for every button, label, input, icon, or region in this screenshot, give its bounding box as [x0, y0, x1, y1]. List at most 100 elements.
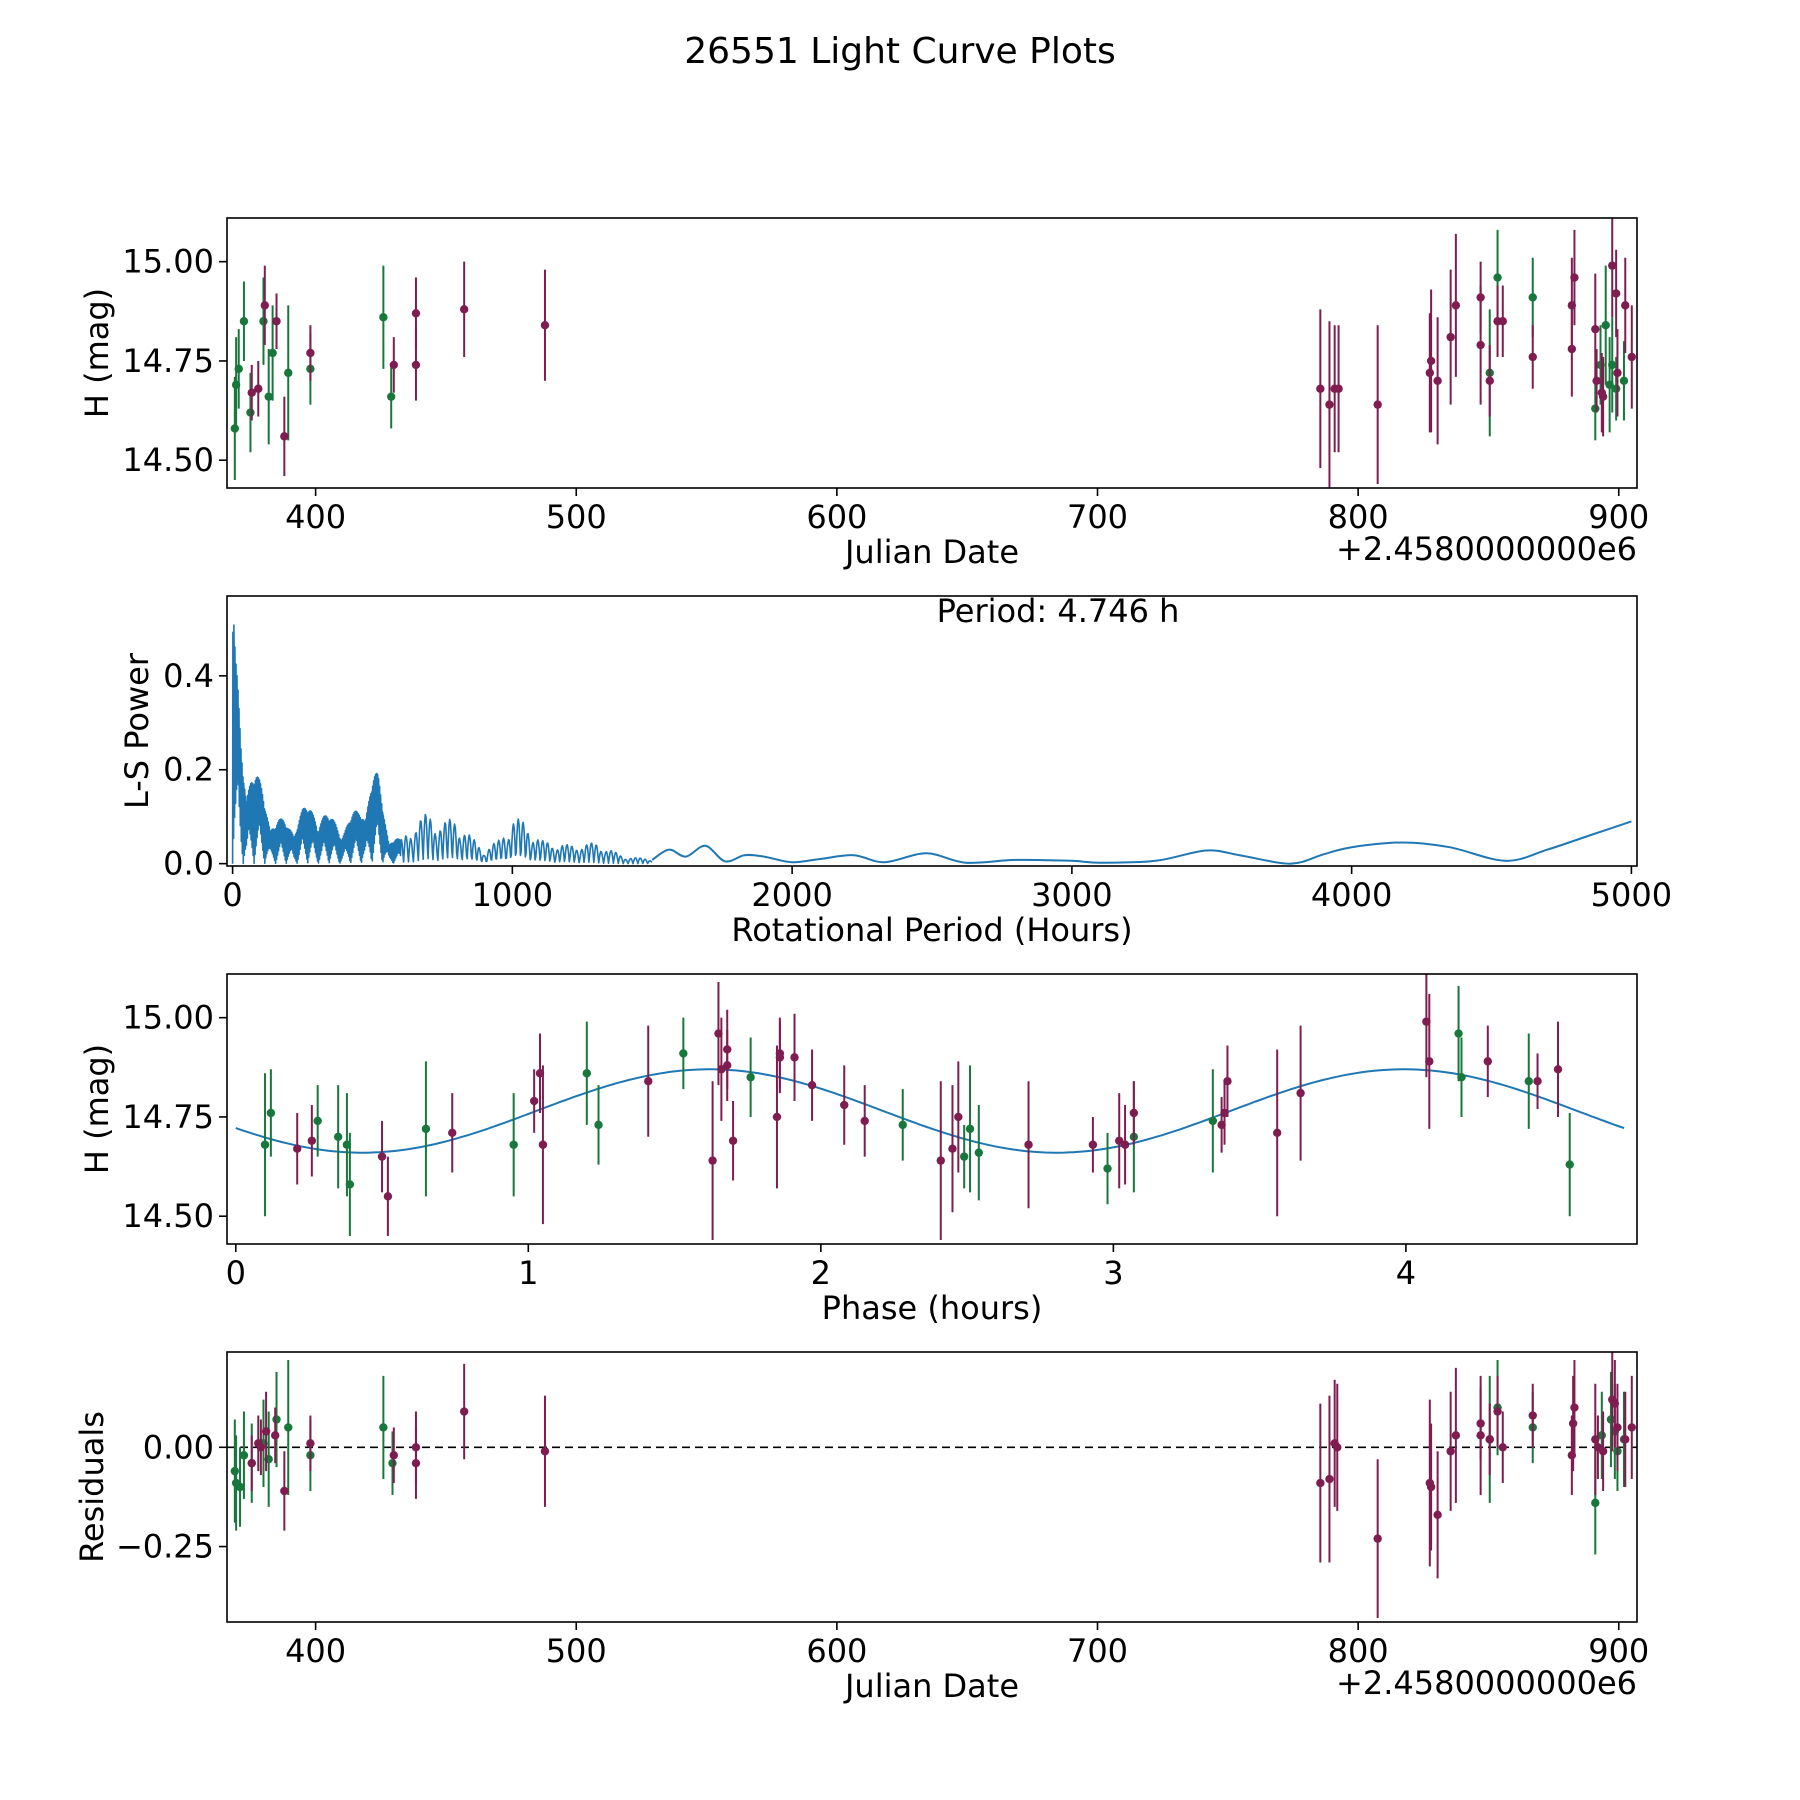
lightcurve-point-purple: [1446, 332, 1455, 342]
phased-point-purple: [1129, 1108, 1139, 1118]
lightcurve-point-purple: [1608, 261, 1617, 270]
lightcurve-point-purple: [1570, 273, 1579, 282]
phased-point-purple: [1483, 1057, 1493, 1066]
phased-point-purple: [644, 1077, 653, 1086]
phased-point-purple: [1088, 1140, 1098, 1149]
lightcurve-point-green: [1601, 321, 1610, 330]
residuals-point-purple: [1476, 1431, 1485, 1440]
periodogram-x-tick-label: 3000: [1031, 876, 1112, 914]
phased-point-green: [421, 1124, 431, 1134]
phased-point-purple: [840, 1100, 849, 1110]
lightcurve-point-purple: [1611, 289, 1621, 298]
phased-point-green: [582, 1069, 592, 1078]
residuals-point-purple: [261, 1427, 271, 1436]
residuals-point-green: [1591, 1498, 1600, 1508]
periodogram-annotation: Period: 4.746 h: [937, 592, 1180, 630]
periodogram-x-tick-label: 2000: [751, 876, 832, 914]
lightcurve-point-purple: [247, 388, 256, 397]
lightcurve-x-ticks: 400 500 600 700 800 900: [285, 488, 1649, 536]
lightcurve-point-purple: [411, 309, 421, 318]
residuals-x-tick-label: 500: [546, 1632, 607, 1670]
phased-point-purple: [772, 1112, 782, 1122]
phased-y-tick-label: 14.75: [122, 1098, 214, 1136]
lightcurve-axes-frame: [226, 217, 1638, 489]
residuals-point-purple: [1598, 1447, 1608, 1456]
phased-x-label: Phase (hours): [822, 1289, 1043, 1327]
residuals-x-tick-label: 900: [1588, 1632, 1649, 1670]
phased-point-green: [266, 1108, 276, 1118]
residuals-point-purple: [411, 1458, 421, 1468]
lightcurve-x-tick-label: 500: [546, 498, 607, 536]
lightcurve-point-purple: [1598, 392, 1608, 401]
residuals-y-label: Residuals: [73, 1411, 111, 1563]
phased-point-purple: [1296, 1088, 1305, 1098]
phased-point-green: [345, 1180, 355, 1189]
phased-point-purple: [723, 1061, 732, 1070]
residuals-x-label: Julian Date: [843, 1667, 1019, 1705]
periodogram-x-tick-label: 1000: [472, 876, 553, 914]
residuals-point-green: [272, 1415, 281, 1424]
phased-point-green: [1457, 1073, 1466, 1082]
lightcurve-point-green: [1619, 376, 1629, 385]
periodogram-marks: [231, 624, 1632, 865]
figure-title: 26551 Light Curve Plots: [684, 31, 1116, 72]
periodogram-x-tick-label: 5000: [1591, 876, 1672, 914]
phased-point-green: [260, 1140, 270, 1149]
phased-point-green: [313, 1116, 322, 1126]
periodogram-y-tick-label: 0.4: [163, 657, 214, 695]
phased-point-purple: [448, 1128, 457, 1138]
phased-point-green: [509, 1140, 518, 1149]
phased-point-purple: [293, 1144, 302, 1153]
lightcurve-point-green: [284, 368, 293, 378]
phased-point-purple: [529, 1096, 539, 1106]
periodogram-x-tick-label: 0: [222, 876, 242, 914]
lightcurve-offset-text: +2.4580000000e6: [1336, 530, 1637, 568]
residuals-point-purple: [1451, 1431, 1461, 1440]
residuals-point-purple: [459, 1407, 469, 1416]
phased-model-curve: [235, 1068, 1625, 1154]
residuals-y-tick-label: 0.00: [143, 1428, 214, 1466]
residuals-point-purple: [1568, 1419, 1578, 1428]
lightcurve-point-green: [379, 313, 388, 322]
residuals-point-purple: [1333, 1443, 1342, 1452]
phased-point-purple: [948, 1144, 957, 1153]
residuals-point-purple: [247, 1458, 256, 1468]
residuals-point-purple: [1325, 1474, 1334, 1484]
residuals-point-purple: [1316, 1478, 1325, 1488]
residuals-point-purple: [1446, 1447, 1455, 1456]
phased-point-green: [959, 1152, 969, 1161]
residuals-y-tick-label: −0.25: [116, 1528, 214, 1566]
phased-x-tick-label: 1: [518, 1254, 538, 1292]
lightcurve-plot-area: [230, 218, 1636, 488]
residuals-x-tick-label: 800: [1328, 1632, 1389, 1670]
periodogram-x-tick-label: 4000: [1311, 876, 1392, 914]
periodogram-x-ticks: 0 1000 2000 3000 4000 5000: [222, 866, 1672, 914]
periodogram-power-smooth: [651, 820, 1632, 865]
lightcurve-x-tick-label: 900: [1588, 498, 1649, 536]
lightcurve-point-purple: [1325, 400, 1334, 409]
lightcurve-point-purple: [1567, 344, 1577, 354]
lightcurve-point-green: [234, 364, 243, 374]
lightcurve-point-green: [1608, 360, 1617, 370]
lightcurve-point-purple: [1451, 301, 1461, 310]
residuals-point-purple: [389, 1451, 399, 1460]
periodogram-plot-area: [231, 624, 1632, 865]
panel-lightcurve: 400 500 600 700 800 900 14.50 14.75 15.00 Julia…: [78, 217, 1649, 571]
lightcurve-x-tick-label: 400: [285, 498, 346, 536]
residuals-axes-frame: [226, 1351, 1638, 1623]
phased-point-purple: [538, 1140, 548, 1149]
phased-point-green: [1208, 1116, 1218, 1126]
residuals-x-tick-label: 700: [1067, 1632, 1128, 1670]
phased-point-purple: [807, 1080, 817, 1090]
lightcurve-point-purple: [1528, 352, 1537, 362]
lightcurve-y-tick-label: 14.75: [122, 342, 214, 380]
residuals-point-purple: [1627, 1423, 1636, 1432]
lightcurve-point-green: [386, 392, 396, 401]
phased-x-tick-label: 4: [1396, 1254, 1416, 1292]
phased-marks: [235, 974, 1625, 1241]
phased-point-green: [965, 1124, 975, 1134]
residuals-point-purple: [271, 1431, 280, 1440]
lightcurve-point-purple: [1334, 384, 1343, 393]
phased-point-purple: [307, 1136, 317, 1145]
lightcurve-point-purple: [1485, 376, 1494, 385]
